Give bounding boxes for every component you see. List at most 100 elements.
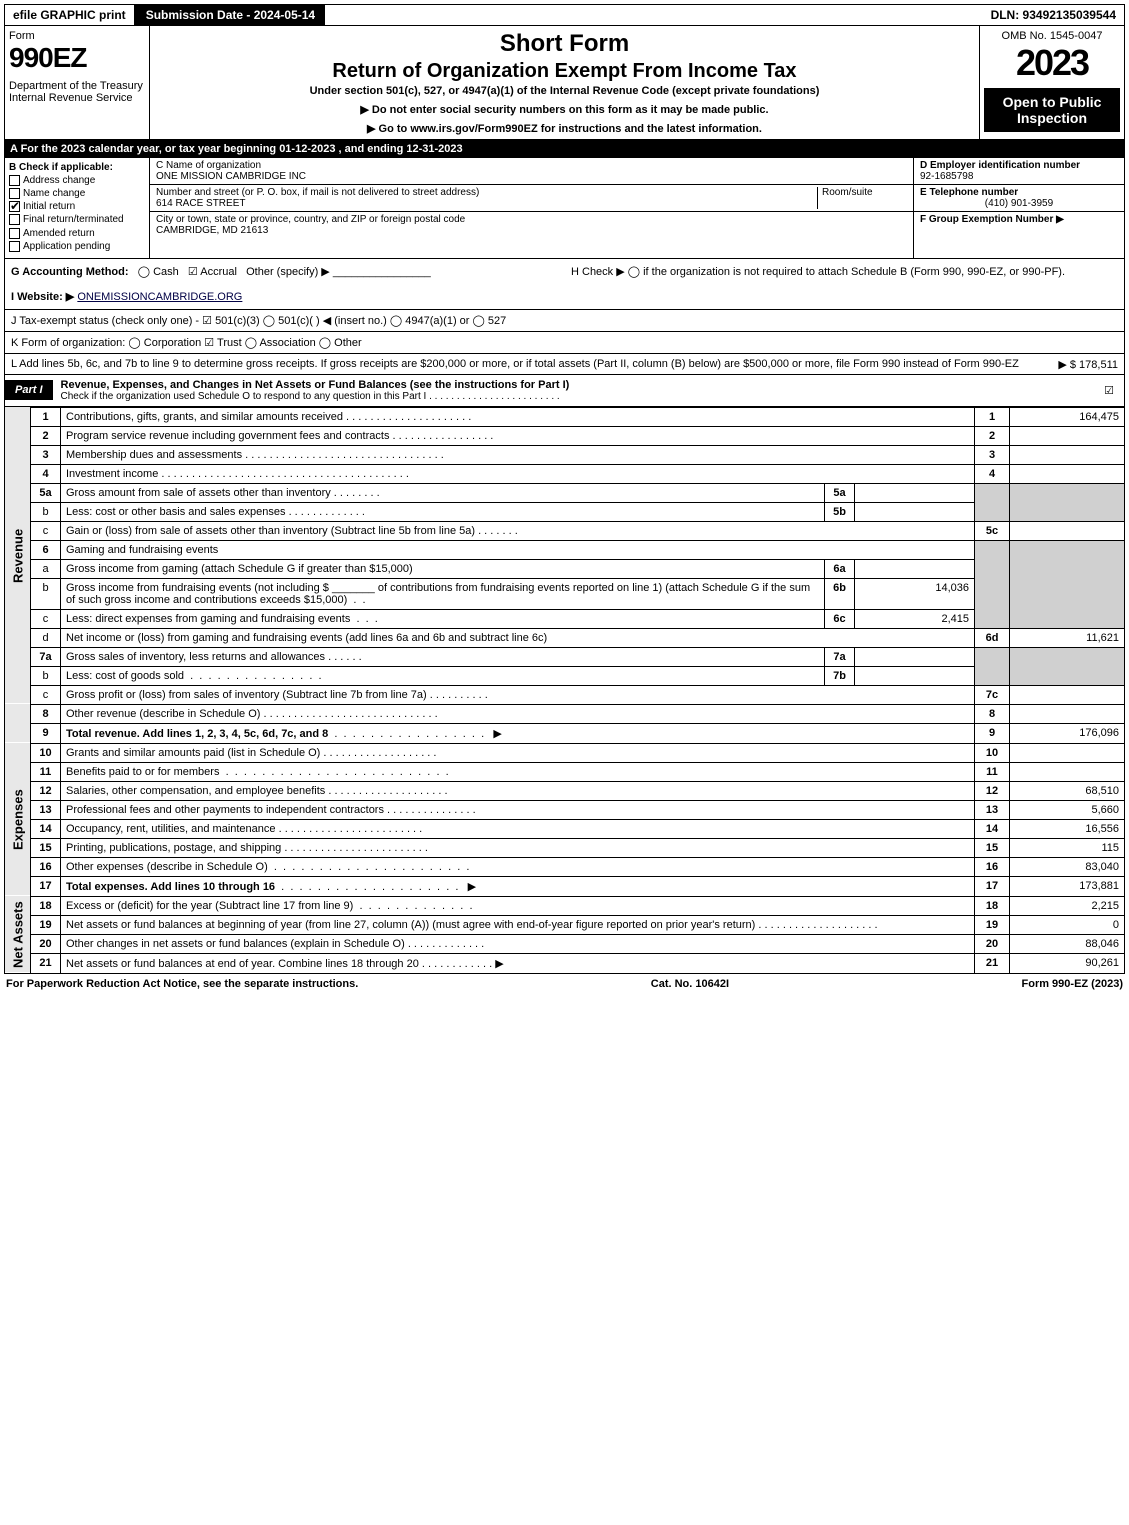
side-revenue: Revenue xyxy=(5,407,31,704)
col-b-header: B Check if applicable: xyxy=(9,162,113,173)
ln-5b-mn: 5b xyxy=(825,502,855,521)
ln-6b-text1: Gross income from fundraising events (no… xyxy=(66,582,329,594)
dln: DLN: 93492135039544 xyxy=(983,5,1124,25)
ln-20-nc: 20 xyxy=(975,934,1010,953)
ln-7b-text: Less: cost of goods sold xyxy=(66,670,184,682)
ln-21: 21 xyxy=(31,953,61,973)
ln-17: 17 xyxy=(31,876,61,896)
ln-10-val xyxy=(1010,743,1125,762)
ln-5a-mn: 5a xyxy=(825,483,855,502)
ln-5a-text: Gross amount from sale of assets other t… xyxy=(66,487,331,499)
accrual-option[interactable]: Accrual xyxy=(200,266,237,278)
ln-19: 19 xyxy=(31,915,61,934)
ln-13-text: Professional fees and other payments to … xyxy=(66,804,384,816)
ln-5a-mv xyxy=(855,483,975,502)
ln-21-nc: 21 xyxy=(975,953,1010,973)
ln-16-nc: 16 xyxy=(975,857,1010,876)
ln-8-text: Other revenue (describe in Schedule O) xyxy=(66,708,260,720)
ln-12-val: 68,510 xyxy=(1010,781,1125,800)
cb-application-pending[interactable]: Application pending xyxy=(9,241,145,252)
row-a-tax-year: A For the 2023 calendar year, or tax yea… xyxy=(4,140,1125,158)
ln-11-text: Benefits paid to or for members xyxy=(66,766,219,778)
ln-3: 3 xyxy=(31,445,61,464)
row-g-h: G Accounting Method: ◯ Cash ☑ Accrual Ot… xyxy=(4,259,1125,310)
ln-6a-text: Gross income from gaming (attach Schedul… xyxy=(61,559,825,578)
note-ssn: ▶ Do not enter social security numbers o… xyxy=(158,103,971,116)
part-1-header: Part I Revenue, Expenses, and Changes in… xyxy=(4,375,1125,407)
ln-18: 18 xyxy=(31,896,61,915)
cb-name-change[interactable]: Name change xyxy=(9,188,145,199)
cb-initial-return[interactable]: Initial return xyxy=(9,201,145,212)
ln-19-nc: 19 xyxy=(975,915,1010,934)
ln-6a-mn: 6a xyxy=(825,559,855,578)
ln-4-text: Investment income xyxy=(66,468,158,480)
efile-print-button[interactable]: efile GRAPHIC print xyxy=(5,5,136,25)
ln-15-text: Printing, publications, postage, and shi… xyxy=(66,842,281,854)
room-label: Room/suite xyxy=(822,187,873,198)
cb-address-change[interactable]: Address change xyxy=(9,175,145,186)
row-k-org-form: K Form of organization: ◯ Corporation ☑ … xyxy=(4,332,1125,354)
ln-20-text: Other changes in net assets or fund bala… xyxy=(66,938,405,950)
ln-7c-val xyxy=(1010,685,1125,704)
ln-3-val xyxy=(1010,445,1125,464)
title-return: Return of Organization Exempt From Incom… xyxy=(158,60,971,83)
form-label: Form xyxy=(9,30,145,42)
org-name: ONE MISSION CAMBRIDGE INC xyxy=(156,171,306,182)
ln-15-nc: 15 xyxy=(975,838,1010,857)
ln-17-val: 173,881 xyxy=(1010,876,1125,896)
ln-6d: d xyxy=(31,628,61,647)
footer-right: Form 990-EZ (2023) xyxy=(1022,978,1123,990)
ln-12: 12 xyxy=(31,781,61,800)
cash-option[interactable]: Cash xyxy=(153,266,179,278)
ln-8-nc: 8 xyxy=(975,704,1010,723)
ln-5b-mv xyxy=(855,502,975,521)
ln-4: 4 xyxy=(31,464,61,483)
ln-15: 15 xyxy=(31,838,61,857)
page-footer: For Paperwork Reduction Act Notice, see … xyxy=(4,974,1125,994)
ln-6: 6 xyxy=(31,540,61,559)
ln-2-val xyxy=(1010,426,1125,445)
ln-18-text: Excess or (deficit) for the year (Subtra… xyxy=(66,900,353,912)
tel-label: E Telephone number xyxy=(920,187,1018,198)
ln-16: 16 xyxy=(31,857,61,876)
submission-date: Submission Date - 2024-05-14 xyxy=(136,5,325,25)
gross-receipts-amount: 178,511 xyxy=(1079,359,1118,371)
form-number: 990EZ xyxy=(9,42,145,74)
note-link[interactable]: ▶ Go to www.irs.gov/Form990EZ for instru… xyxy=(158,122,971,135)
ln-5c-text: Gain or (loss) from sale of assets other… xyxy=(66,525,475,537)
city-label: City or town, state or province, country… xyxy=(156,214,465,225)
ln-16-val: 83,040 xyxy=(1010,857,1125,876)
ein-label: D Employer identification number xyxy=(920,160,1080,171)
ln-21-text: Net assets or fund balances at end of ye… xyxy=(66,958,419,970)
part-1-tag: Part I xyxy=(5,380,53,400)
ln-19-val: 0 xyxy=(1010,915,1125,934)
ln-10-nc: 10 xyxy=(975,743,1010,762)
part-1-checkbox[interactable]: ☑ xyxy=(1094,384,1124,397)
ln-7b: b xyxy=(31,666,61,685)
ln-1-nc: 1 xyxy=(975,407,1010,426)
cb-amended-return[interactable]: Amended return xyxy=(9,228,145,239)
dept-label: Department of the Treasury Internal Reve… xyxy=(9,80,145,104)
ein: 92-1685798 xyxy=(920,171,973,182)
street: 614 RACE STREET xyxy=(156,198,245,209)
ln-11-nc: 11 xyxy=(975,762,1010,781)
tax-year: 2023 xyxy=(984,42,1120,84)
website-link[interactable]: ONEMISSIONCAMBRIDGE.ORG xyxy=(77,291,242,303)
cb-final-return[interactable]: Final return/terminated xyxy=(9,214,145,225)
ln-2-nc: 2 xyxy=(975,426,1010,445)
telephone: (410) 901-3959 xyxy=(920,198,1118,209)
side-net-assets: Net Assets xyxy=(5,896,31,973)
ln-5a: 5a xyxy=(31,483,61,502)
ln-9-nc: 9 xyxy=(975,723,1010,743)
footer-mid: Cat. No. 10642I xyxy=(651,978,729,990)
part-1-sub: Check if the organization used Schedule … xyxy=(61,391,427,402)
ln-19-text: Net assets or fund balances at beginning… xyxy=(66,919,755,931)
ln-7b-mv xyxy=(855,666,975,685)
other-option[interactable]: Other (specify) ▶ xyxy=(246,266,330,278)
ln-13: 13 xyxy=(31,800,61,819)
ln-9: 9 xyxy=(31,723,61,743)
footer-left: For Paperwork Reduction Act Notice, see … xyxy=(6,978,358,990)
ln-17-nc: 17 xyxy=(975,876,1010,896)
ln-1: 1 xyxy=(31,407,61,426)
ln-7a: 7a xyxy=(31,647,61,666)
